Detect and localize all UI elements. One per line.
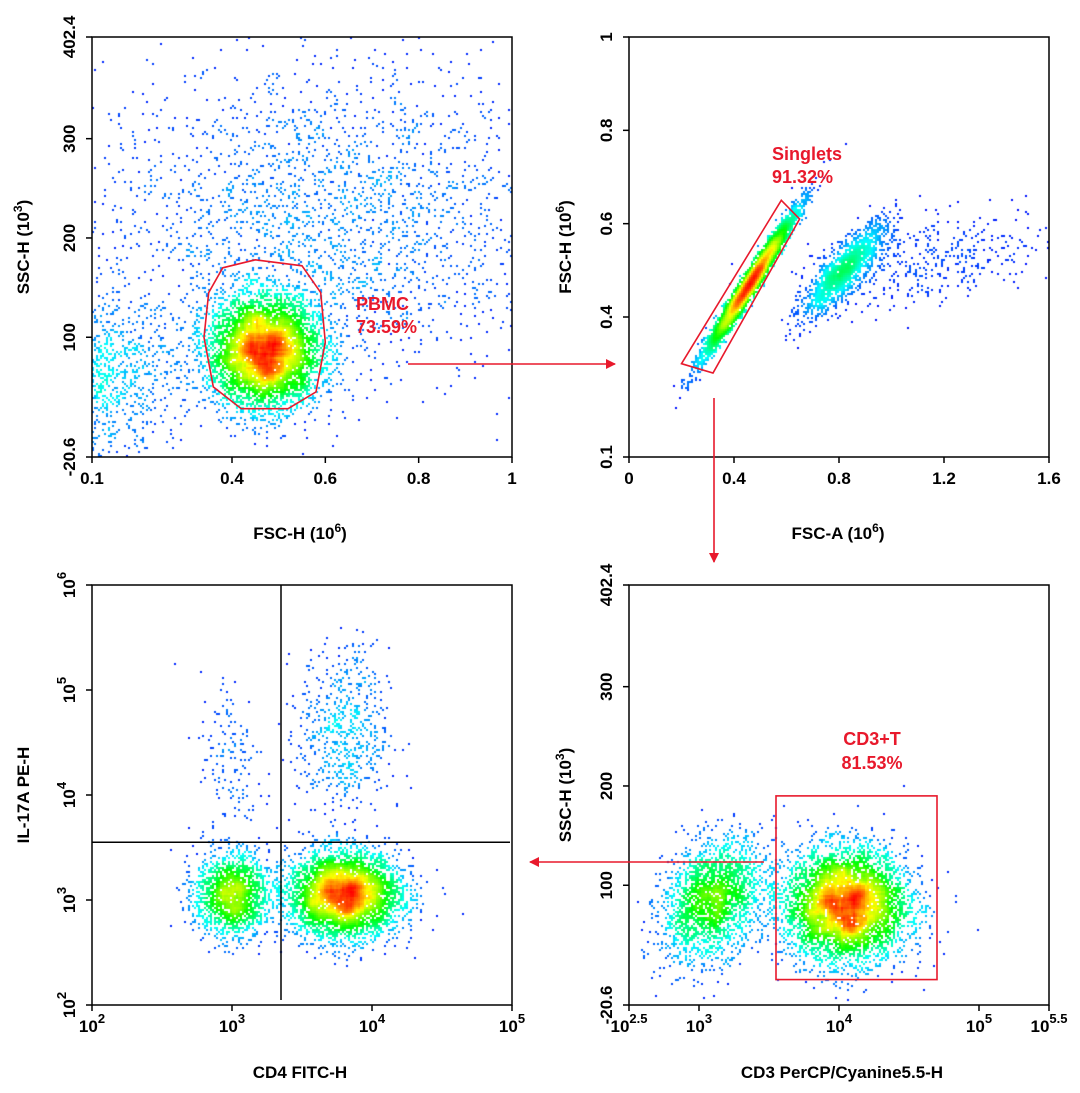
singlets-x-tick-label: 1.6 <box>1037 469 1061 488</box>
cd3-x-tick-label: 105.5 <box>1031 1011 1068 1036</box>
singlets-y-tick-label: 0.1 <box>597 445 616 469</box>
cd3-y-axis-label: SSC-H (103) <box>553 748 575 843</box>
panel-singlets: 0 0.4 0.8 1.2 1.6 0.1 0.4 0.6 0.8 1 Singlets 91.3… <box>553 32 1061 543</box>
cd3-density-plot <box>629 585 1049 1005</box>
il17-x-tick-label: 103 <box>219 1011 245 1036</box>
il17-axis-ticks: 102 103 104 105 102 103 104 105 106 <box>54 572 525 1036</box>
pbmc-y-tick-label: 402.4 <box>60 15 79 58</box>
pbmc-gate-name: PBMC <box>356 294 409 314</box>
pbmc-y-tick-label: -20.6 <box>60 438 79 477</box>
il17-x-tick-label: 102 <box>79 1011 105 1036</box>
singlets-gate-name: Singlets <box>772 144 842 164</box>
il17-y-axis-label: IL-17A PE-H <box>14 747 33 844</box>
pbmc-x-tick-label: 0.4 <box>220 469 244 488</box>
cd3-x-tick-label: 104 <box>826 1011 853 1036</box>
pbmc-plot-frame <box>91 36 513 458</box>
singlets-x-axis-label: FSC-A (106) <box>792 521 885 543</box>
singlets-density-plot <box>629 37 1049 457</box>
cd3-gate <box>775 795 938 981</box>
cd3-x-axis-label: CD3 PerCP/Cyanine5.5-H <box>741 1063 943 1082</box>
pbmc-y-tick-label: 300 <box>60 124 79 152</box>
pbmc-y-axis-exponent: 3 <box>11 205 25 212</box>
pbmc-gate-percent: 73.59% <box>356 317 417 337</box>
singlets-x-tick-label: 0.8 <box>827 469 851 488</box>
panel-il17: 102 103 104 105 102 103 104 105 106 CD4 FITC-H I… <box>14 572 525 1082</box>
singlets-y-axis-name: FSC-H <box>556 242 575 294</box>
cd3-x-tick-label: 103 <box>686 1011 712 1036</box>
il17-y-tick-label: 103 <box>54 887 79 913</box>
cd3-gate-percent: 81.53% <box>841 753 902 773</box>
singlets-y-tick-label: 0.6 <box>597 212 616 236</box>
cd3-x-tick-label: 105 <box>966 1011 992 1036</box>
singlets-gate-percent: 91.32% <box>772 167 833 187</box>
cd3-y-tick-label: 200 <box>597 772 616 800</box>
panel-cd3: 102.5 103 104 105 105.5 -20.6 100 200 300 402.4 C… <box>553 563 1068 1082</box>
singlets-x-axis-exponent: 6 <box>872 521 879 535</box>
pbmc-x-axis-name: FSC-H <box>253 524 305 543</box>
cd3-y-tick-label: -20.6 <box>597 986 616 1025</box>
singlets-y-tick-label: 0.4 <box>597 305 616 329</box>
pbmc-x-tick-label: 0.6 <box>314 469 338 488</box>
cd3-y-axis-exponent: 3 <box>553 753 567 760</box>
cd3-y-axis-name: SSC-H <box>556 789 575 842</box>
singlets-y-tick-label: 0.8 <box>597 119 616 143</box>
cd3-y-tick-label: 402.4 <box>597 563 616 606</box>
singlets-axis-ticks: 0 0.4 0.8 1.2 1.6 0.1 0.4 0.6 0.8 1 <box>597 32 1061 488</box>
il17-y-tick-label: 104 <box>54 781 79 808</box>
pbmc-density-plot <box>92 37 512 457</box>
singlets-x-axis-name: FSC-A <box>792 524 844 543</box>
cd3-y-tick-label: 100 <box>597 871 616 899</box>
il17-x-axis-label: CD4 FITC-H <box>253 1063 347 1082</box>
singlets-x-tick-label: 0.4 <box>722 469 746 488</box>
cd3-axis-ticks: 102.5 103 104 105 105.5 -20.6 100 200 300 402.4 <box>597 563 1068 1036</box>
cd3-x-tick-label: 102.5 <box>611 1011 648 1036</box>
il17-y-tick-label: 102 <box>54 992 79 1018</box>
panel-pbmc: 0.1 0.4 0.6 0.8 1 -20.6 100 200 300 402.4 PBMC 73… <box>11 15 517 543</box>
cd3-y-tick-label: 300 <box>597 672 616 700</box>
il17-x-tick-label: 105 <box>499 1011 525 1036</box>
il17-x-tick-label: 104 <box>359 1011 386 1036</box>
il17-density-plot <box>92 585 512 1005</box>
singlets-y-axis-label: FSC-H (106) <box>553 200 575 294</box>
pbmc-gate <box>203 258 327 410</box>
pbmc-x-axis-exponent: 6 <box>334 521 341 535</box>
pbmc-x-tick-label: 0.1 <box>80 469 104 488</box>
pbmc-axis-ticks: 0.1 0.4 0.6 0.8 1 -20.6 100 200 300 402.4 <box>60 15 517 488</box>
pbmc-x-tick-label: 1 <box>507 469 516 488</box>
pbmc-y-axis-name: SSC-H <box>14 241 33 294</box>
pbmc-y-tick-label: 200 <box>60 224 79 252</box>
singlets-y-tick-label: 1 <box>597 32 616 41</box>
pbmc-x-tick-label: 0.8 <box>407 469 431 488</box>
singlets-y-axis-exponent: 6 <box>553 206 567 213</box>
il17-y-tick-label: 105 <box>54 677 79 703</box>
cd3-gate-name: CD3+T <box>843 729 901 749</box>
singlets-x-tick-label: 1.2 <box>932 469 956 488</box>
singlets-x-tick-label: 0 <box>624 469 633 488</box>
pbmc-x-axis-label: FSC-H (106) <box>253 521 347 543</box>
il17-y-tick-label: 106 <box>54 572 79 598</box>
pbmc-y-tick-label: 100 <box>60 323 79 351</box>
pbmc-y-axis-label: SSC-H (103) <box>11 200 33 295</box>
singlets-gate <box>680 199 801 374</box>
